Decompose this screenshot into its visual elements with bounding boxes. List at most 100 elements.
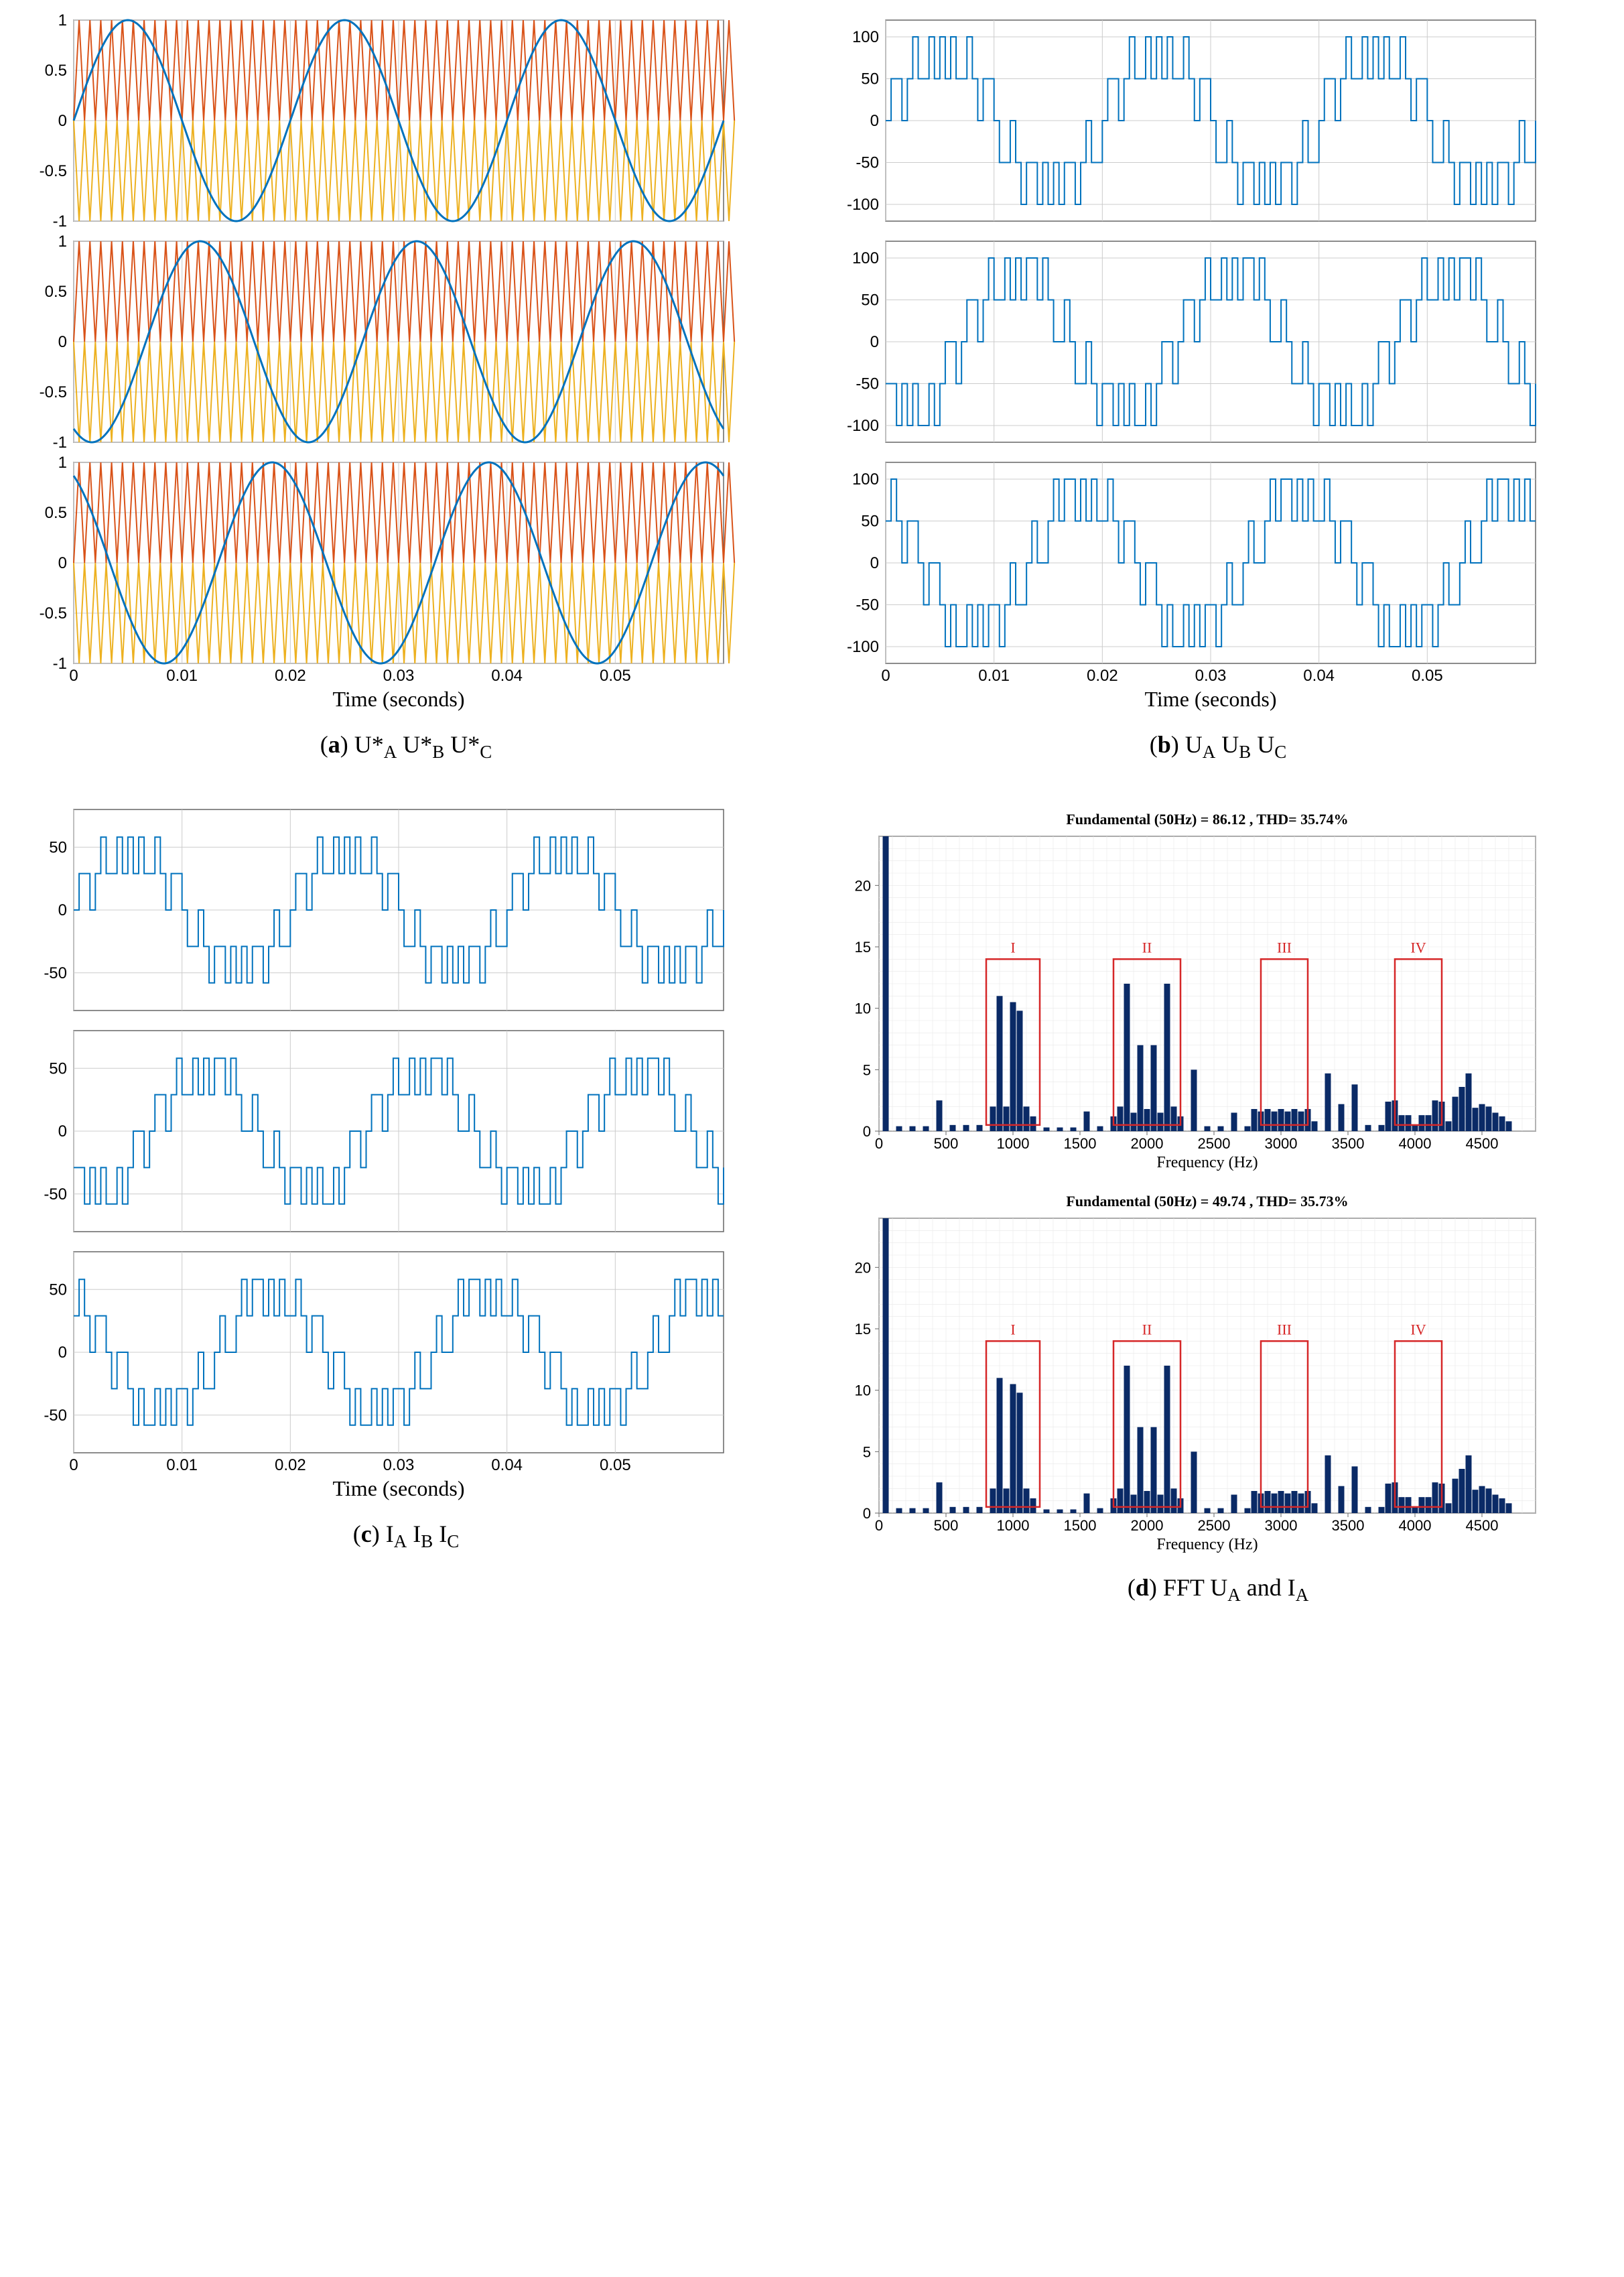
svg-text:II: II [1142,939,1152,956]
svg-text:Time (seconds): Time (seconds) [1144,687,1276,711]
svg-text:10: 10 [855,1382,871,1399]
svg-text:0.02: 0.02 [1087,667,1118,685]
svg-text:0: 0 [58,554,67,572]
svg-text:-50: -50 [856,375,879,393]
svg-text:I: I [1010,1321,1015,1338]
svg-text:500: 500 [934,1517,959,1534]
svg-text:-50: -50 [856,596,879,614]
svg-text:0: 0 [863,1505,871,1522]
svg-text:2500: 2500 [1198,1517,1231,1534]
svg-text:0: 0 [881,667,890,685]
svg-text:0: 0 [58,112,67,130]
caption-b: (b) UA UB UC [825,730,1611,763]
svg-text:2000: 2000 [1131,1517,1164,1534]
svg-text:50: 50 [861,70,879,88]
svg-text:Fundamental (50Hz) = 86.12 , T: Fundamental (50Hz) = 86.12 , THD= 35.74% [1066,811,1348,828]
svg-text:50: 50 [49,1281,67,1299]
svg-text:1000: 1000 [997,1135,1030,1152]
svg-text:50: 50 [861,291,879,310]
panel-c: -50050-5005000.010.020.030.040.05-50050T… [13,803,799,1506]
row-1: -1 -0.5 0 0.5 1 -1 -0.5 0 0.5 1 0 0.01 0.02 0.03 0.04 0… [13,13,1611,763]
svg-text:15: 15 [855,1321,871,1338]
svg-text:0: 0 [58,1122,67,1141]
svg-text:IV: IV [1410,1321,1426,1338]
panel-b-wrap: -100-50050100-100-5005010000.010.020.030… [825,13,1611,763]
svg-text:-100: -100 [847,196,879,214]
svg-text:20: 20 [855,1260,871,1277]
svg-text:1: 1 [58,456,67,472]
panel-a: -1 -0.5 0 0.5 1 -1 -0.5 0 0.5 1 0 0.01 0.02 0.03 0.04 0… [13,13,799,717]
svg-text:0: 0 [58,901,67,919]
svg-text:-1: -1 [53,212,67,228]
svg-text:0: 0 [875,1135,883,1152]
svg-text:0: 0 [870,333,879,351]
svg-text:0.5: 0.5 [45,62,67,80]
svg-text:0: 0 [870,554,879,572]
svg-text:0.02: 0.02 [275,667,306,685]
svg-text:0.04: 0.04 [1303,667,1335,685]
svg-text:50: 50 [49,1059,67,1078]
panel-b: -100-50050100-100-5005010000.010.020.030… [825,13,1611,717]
svg-text:500: 500 [934,1135,959,1152]
svg-text:-50: -50 [44,1407,67,1425]
svg-text:0: 0 [58,333,67,351]
svg-text:0: 0 [69,667,78,685]
svg-text:III: III [1277,1321,1292,1338]
svg-text:100: 100 [852,28,879,46]
svg-text:Frequency (Hz): Frequency (Hz) [1156,1536,1258,1553]
svg-text:100: 100 [852,249,879,267]
svg-text:-0.5: -0.5 [40,383,67,401]
panel-d-wrap: 0 500 1000 1500 2000 2500 3000 3500 4000 4500 0 5 10… [825,803,1611,1606]
svg-text:1000: 1000 [997,1517,1030,1534]
svg-text:15: 15 [855,939,871,956]
svg-text:3500: 3500 [1332,1135,1365,1152]
svg-text:0.05: 0.05 [600,1456,631,1474]
caption-a: (a) U*A U*B U*C [13,730,799,763]
svg-text:5: 5 [863,1444,871,1461]
svg-text:0.03: 0.03 [383,667,415,685]
svg-text:0.03: 0.03 [383,1456,415,1474]
svg-text:IV: IV [1410,939,1426,956]
svg-text:1: 1 [58,235,67,251]
svg-text:Time (seconds): Time (seconds) [332,687,464,711]
svg-text:-100: -100 [847,638,879,656]
svg-text:0.01: 0.01 [166,667,198,685]
svg-text:-50: -50 [44,1185,67,1203]
svg-text:1500: 1500 [1064,1517,1097,1534]
svg-text:3000: 3000 [1265,1135,1298,1152]
svg-text:4000: 4000 [1399,1135,1432,1152]
svg-text:0.01: 0.01 [166,1456,198,1474]
panel-a-wrap: -1 -0.5 0 0.5 1 -1 -0.5 0 0.5 1 0 0.01 0.02 0.03 0.04 0… [13,13,799,763]
svg-text:0.05: 0.05 [1412,667,1443,685]
svg-text:Fundamental (50Hz) = 49.74 , T: Fundamental (50Hz) = 49.74 , THD= 35.73% [1066,1193,1348,1210]
svg-text:Time (seconds): Time (seconds) [332,1476,464,1500]
svg-text:2500: 2500 [1198,1135,1231,1152]
svg-text:50: 50 [49,838,67,856]
svg-text:1500: 1500 [1064,1135,1097,1152]
svg-text:50: 50 [861,513,879,531]
svg-text:5: 5 [863,1062,871,1079]
svg-text:2000: 2000 [1131,1135,1164,1152]
svg-text:3000: 3000 [1265,1517,1298,1534]
svg-text:0: 0 [69,1456,78,1474]
svg-text:4000: 4000 [1399,1517,1432,1534]
svg-text:0.02: 0.02 [275,1456,306,1474]
caption-d: (d) FFT UA and IA [825,1573,1611,1606]
svg-text:II: II [1142,1321,1152,1338]
svg-text:0.04: 0.04 [491,1456,523,1474]
svg-text:0: 0 [58,1344,67,1362]
svg-text:3500: 3500 [1332,1517,1365,1534]
svg-text:-100: -100 [847,417,879,435]
svg-text:0.04: 0.04 [491,667,523,685]
panel-d: 0 500 1000 1500 2000 2500 3000 3500 4000 4500 0 5 10… [825,803,1611,1560]
svg-text:4500: 4500 [1466,1517,1499,1534]
svg-text:-1: -1 [53,655,67,673]
svg-text:-0.5: -0.5 [40,162,67,180]
svg-text:0.5: 0.5 [45,504,67,522]
svg-text:Frequency (Hz): Frequency (Hz) [1156,1154,1258,1171]
svg-text:0.05: 0.05 [600,667,631,685]
row-2: -50050-5005000.010.020.030.040.05-50050T… [13,803,1611,1606]
svg-text:III: III [1277,939,1292,956]
svg-text:4500: 4500 [1466,1135,1499,1152]
svg-text:0.01: 0.01 [978,667,1010,685]
